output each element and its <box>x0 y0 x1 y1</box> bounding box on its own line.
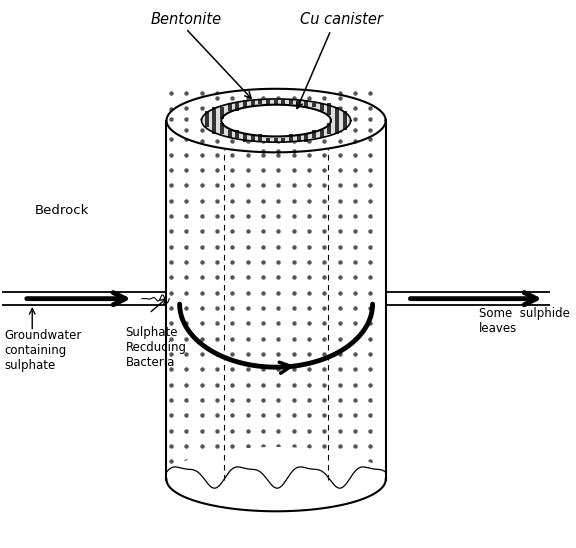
Text: Groundwater
containing
sulphate: Groundwater containing sulphate <box>5 329 82 372</box>
Polygon shape <box>166 121 386 480</box>
Text: Cu canister: Cu canister <box>301 12 383 27</box>
Text: Some  sulphide
leaves: Some sulphide leaves <box>479 306 570 335</box>
Polygon shape <box>166 448 386 511</box>
Text: Bentonite: Bentonite <box>150 12 221 27</box>
Polygon shape <box>202 99 351 142</box>
Polygon shape <box>166 89 386 152</box>
Text: Sulphate
Recducing
Bacteria: Sulphate Recducing Bacteria <box>126 326 187 369</box>
Text: Bedrock: Bedrock <box>35 204 89 218</box>
Polygon shape <box>221 105 331 136</box>
